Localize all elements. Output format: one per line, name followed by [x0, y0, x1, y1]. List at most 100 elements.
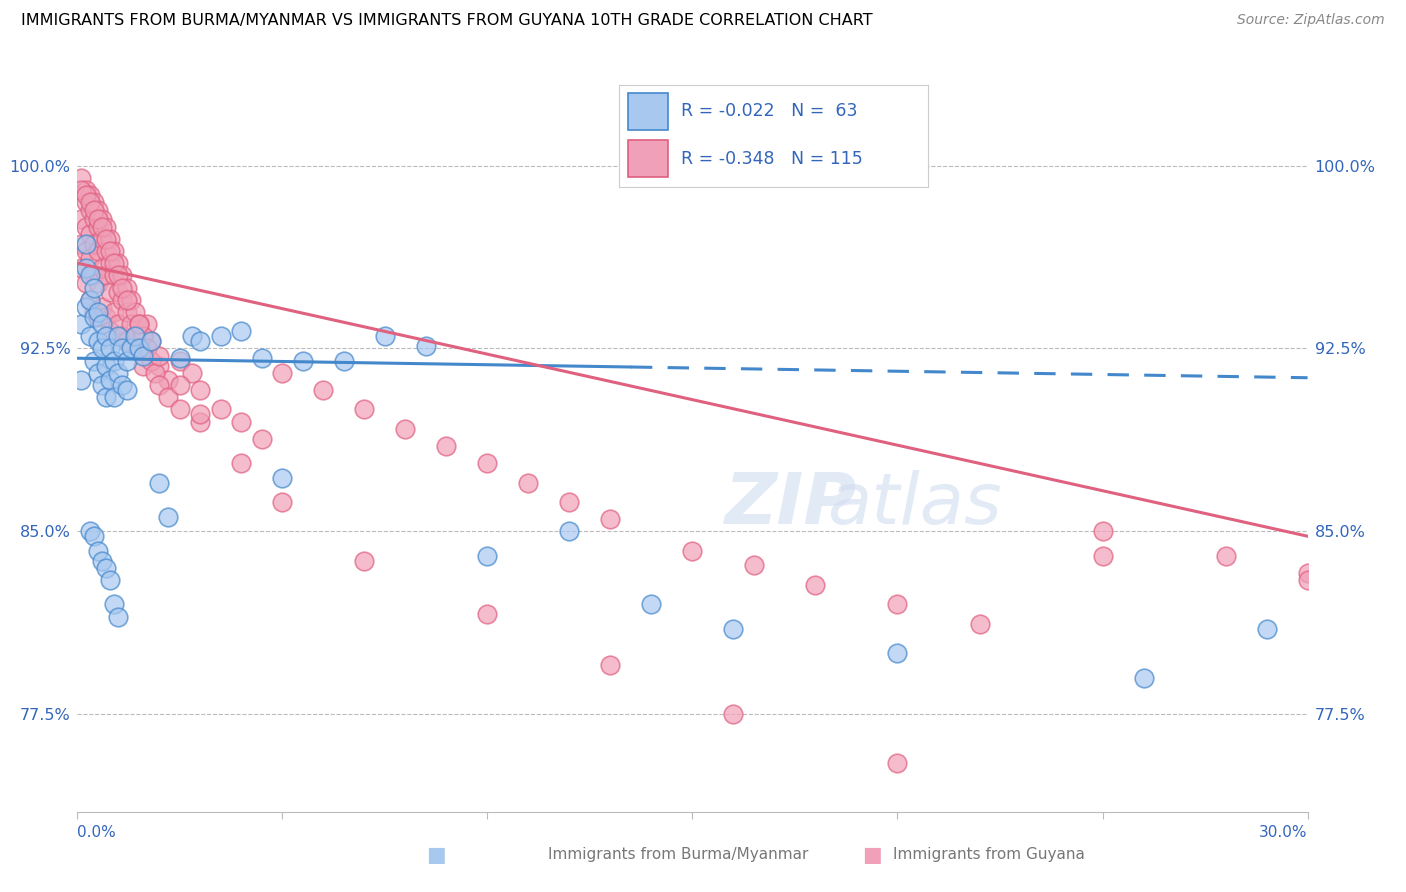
Point — [111, 280, 134, 294]
Point — [94, 390, 117, 404]
Point — [98, 232, 121, 246]
Point — [94, 310, 117, 324]
Point — [374, 329, 396, 343]
Point — [169, 378, 191, 392]
Point — [75, 244, 97, 258]
Point — [188, 407, 212, 421]
Point — [120, 293, 142, 307]
Point — [83, 202, 105, 217]
Point — [70, 170, 93, 185]
Point — [231, 456, 253, 470]
Point — [79, 187, 101, 202]
Point — [115, 293, 138, 307]
Point — [132, 329, 155, 343]
Point — [111, 268, 134, 283]
Point — [1091, 549, 1114, 563]
Point — [83, 280, 105, 294]
Text: ■: ■ — [426, 845, 446, 864]
Point — [103, 390, 125, 404]
Point — [141, 353, 163, 368]
Point — [169, 402, 191, 417]
Text: R = -0.348   N = 115: R = -0.348 N = 115 — [681, 150, 862, 168]
Point — [98, 573, 121, 587]
Point — [271, 471, 294, 485]
Point — [79, 195, 101, 210]
Point — [231, 325, 253, 339]
Point — [107, 285, 129, 300]
Point — [188, 415, 212, 429]
Point — [90, 378, 114, 392]
Point — [115, 334, 138, 348]
Point — [124, 329, 146, 343]
Point — [75, 236, 97, 251]
Point — [128, 317, 150, 331]
Point — [115, 353, 138, 368]
Point — [103, 598, 125, 612]
Point — [1215, 549, 1237, 563]
Point — [188, 383, 212, 397]
Point — [148, 475, 170, 490]
Point — [209, 402, 232, 417]
Text: Immigrants from Burma/Myanmar: Immigrants from Burma/Myanmar — [548, 847, 808, 862]
Point — [90, 342, 114, 356]
Point — [148, 349, 170, 363]
Bar — [628, 93, 668, 130]
Point — [115, 305, 138, 319]
Point — [107, 366, 129, 380]
Point — [115, 383, 138, 397]
Point — [682, 544, 704, 558]
Point — [75, 276, 97, 290]
Point — [156, 390, 179, 404]
Point — [141, 334, 163, 348]
Point — [107, 268, 129, 283]
Point — [79, 293, 101, 307]
Point — [87, 544, 110, 558]
Point — [75, 300, 97, 314]
Point — [1091, 524, 1114, 539]
Point — [90, 212, 114, 227]
Point — [87, 310, 110, 324]
Point — [1296, 566, 1319, 580]
Point — [143, 366, 166, 380]
Point — [886, 646, 908, 660]
Point — [98, 373, 121, 387]
Point — [599, 512, 621, 526]
Point — [83, 268, 105, 283]
Point — [436, 439, 458, 453]
Point — [75, 195, 97, 210]
Point — [98, 325, 121, 339]
Point — [558, 495, 581, 509]
Point — [79, 202, 101, 217]
Point — [477, 456, 499, 470]
Point — [70, 212, 93, 227]
Point — [250, 351, 273, 366]
Point — [79, 252, 101, 266]
Point — [132, 359, 155, 373]
Point — [79, 293, 101, 307]
Point — [87, 212, 110, 227]
Point — [1296, 573, 1319, 587]
Point — [70, 317, 93, 331]
Text: 0.0%: 0.0% — [77, 825, 117, 840]
Point — [87, 244, 110, 258]
Point — [75, 219, 97, 234]
Point — [640, 598, 662, 612]
Point — [87, 366, 110, 380]
Point — [181, 329, 204, 343]
Text: R = -0.022   N =  63: R = -0.022 N = 63 — [681, 103, 858, 120]
Point — [83, 305, 105, 319]
Point — [132, 349, 155, 363]
Point — [83, 353, 105, 368]
Point — [94, 244, 117, 258]
Point — [1256, 622, 1278, 636]
Point — [124, 305, 146, 319]
Point — [111, 378, 134, 392]
Point — [120, 317, 142, 331]
Point — [98, 285, 121, 300]
Text: IMMIGRANTS FROM BURMA/MYANMAR VS IMMIGRANTS FROM GUYANA 10TH GRADE CORRELATION C: IMMIGRANTS FROM BURMA/MYANMAR VS IMMIGRA… — [21, 13, 873, 29]
Point — [169, 353, 191, 368]
Point — [75, 260, 97, 275]
Bar — [628, 140, 668, 177]
Point — [599, 658, 621, 673]
Point — [128, 317, 150, 331]
